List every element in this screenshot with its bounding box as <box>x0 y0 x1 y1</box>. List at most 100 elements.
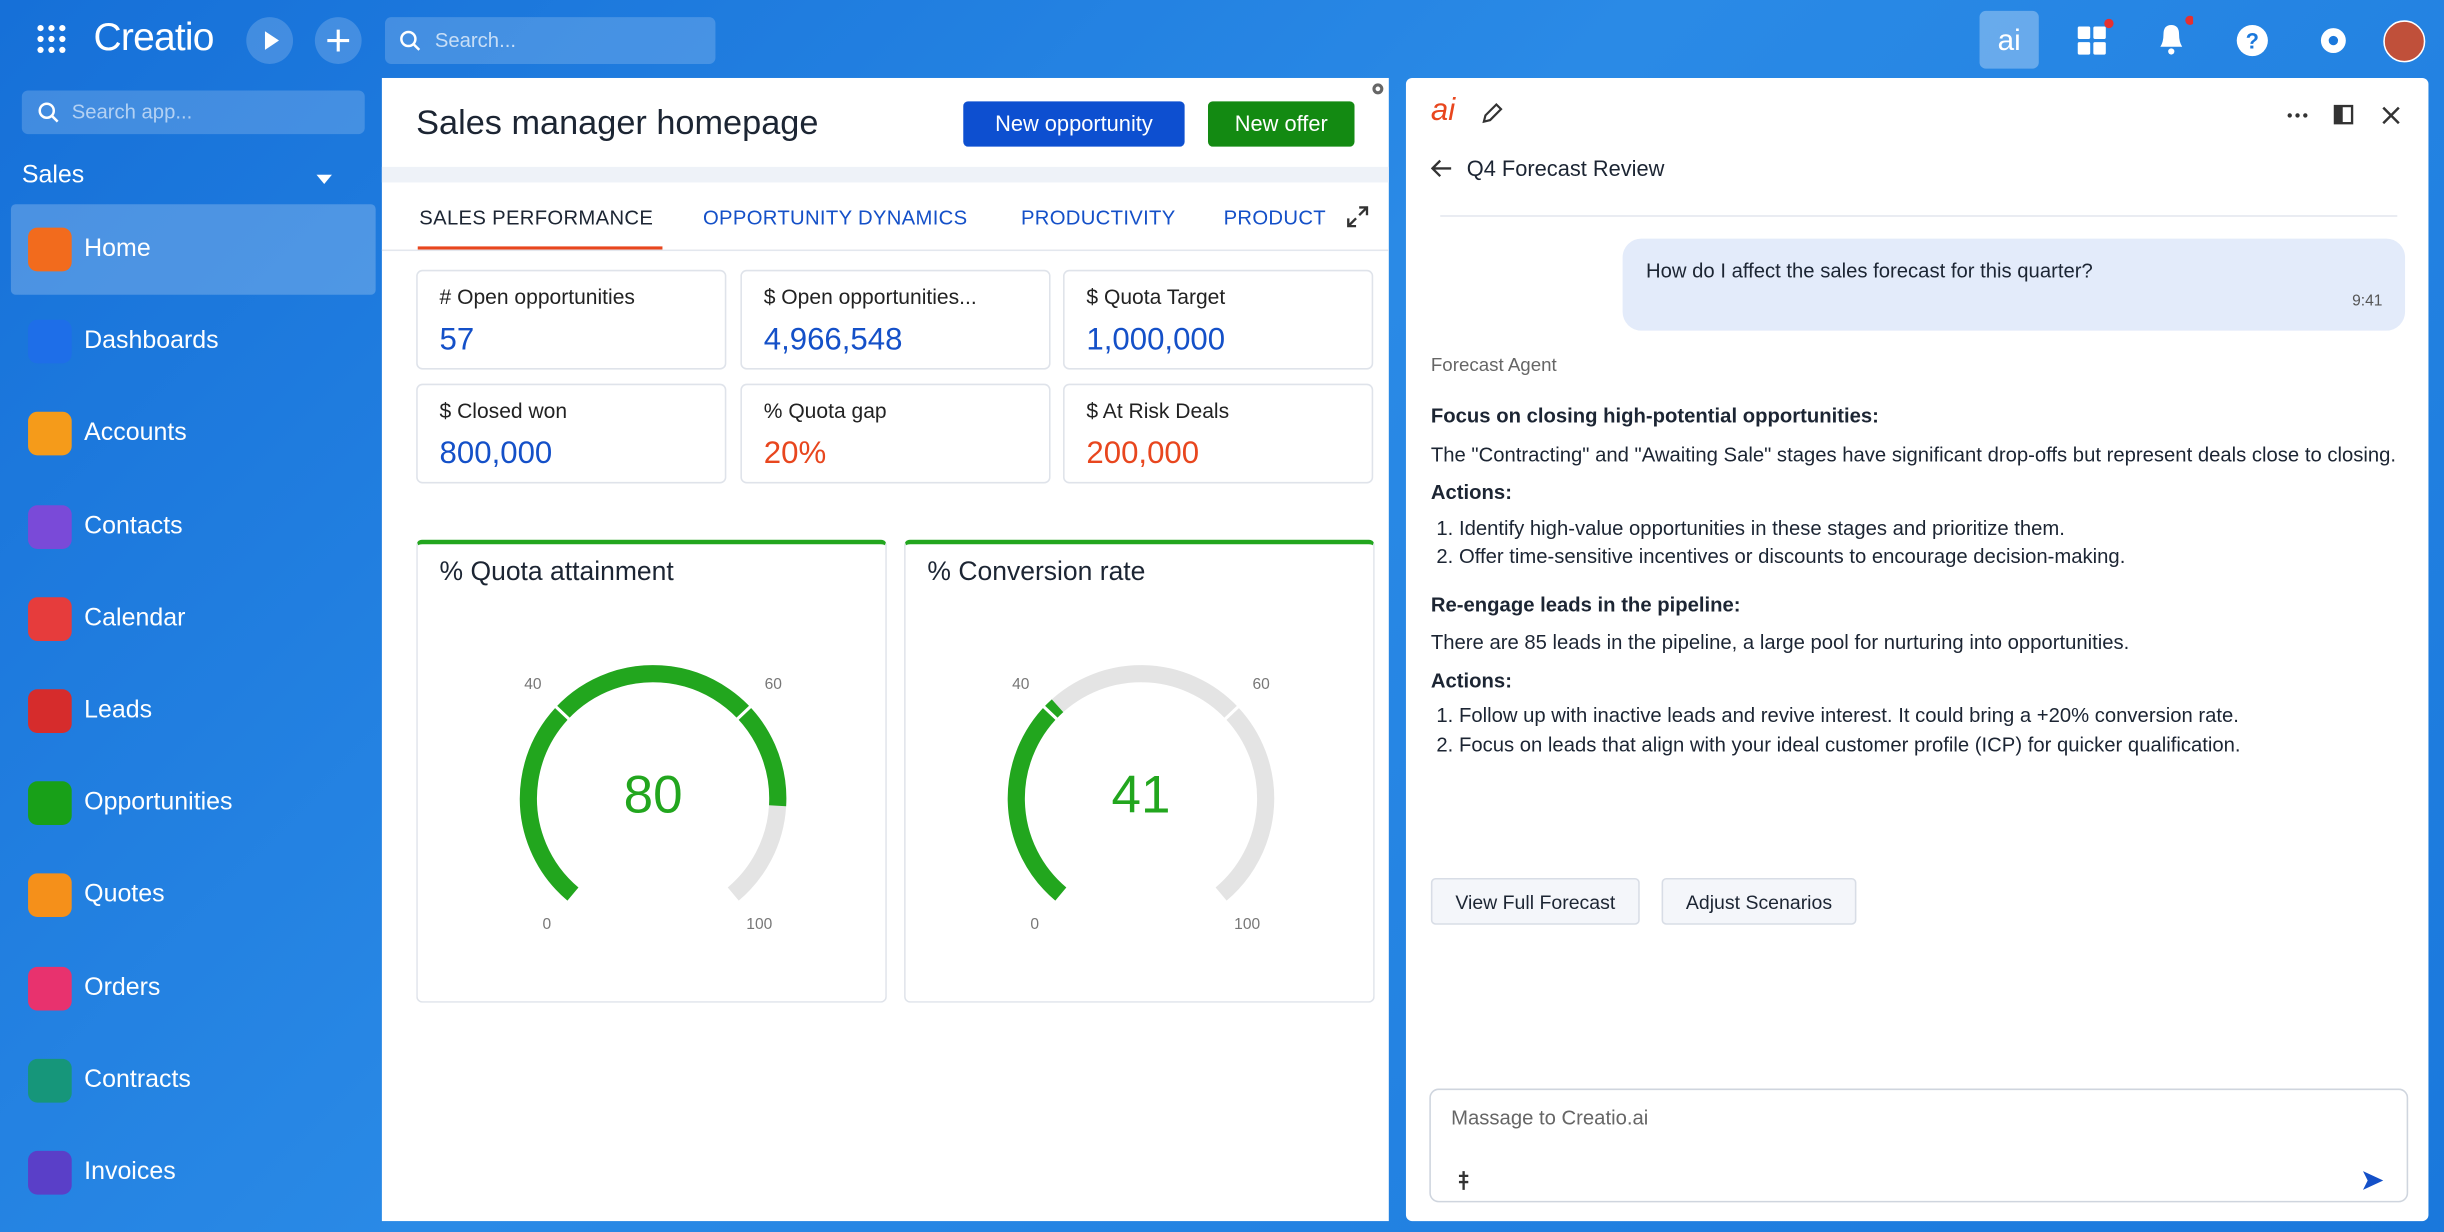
help-icon[interactable]: ? <box>2235 23 2269 57</box>
run-button[interactable] <box>246 17 294 64</box>
expand-icon[interactable] <box>1347 206 1369 228</box>
gauge: 0 40 60 100 80 <box>519 665 787 933</box>
global-search[interactable]: Search... <box>384 17 716 64</box>
metric-label: $ Open opportunities... <box>763 285 977 309</box>
nav-item[interactable]: Contracts <box>11 1035 376 1125</box>
action-item: Identify high-value opportunities in the… <box>1459 514 2397 543</box>
nav-label: Invoices <box>84 1158 176 1186</box>
nav-item[interactable]: Dashboards <box>11 297 376 387</box>
gauge-tick <box>1222 704 1241 722</box>
metric-label: $ Quota Target <box>1086 285 1226 309</box>
search-icon <box>38 102 59 123</box>
gauge-tick <box>553 704 572 722</box>
metric-card: $ At Risk Deals 200,000 <box>1063 383 1374 484</box>
input-placeholder: Massage to Creatio.ai <box>1451 1105 1649 1130</box>
nav-icon <box>28 1058 72 1103</box>
agent-answer: Focus on closing high-potential opportun… <box>1431 402 2397 759</box>
nav-icon <box>28 873 72 918</box>
dropdown-icon <box>316 174 333 185</box>
metric-label: $ At Risk Deals <box>1086 399 1230 423</box>
actions-list: Follow up with inactive leads and revive… <box>1431 702 2397 760</box>
nav-label: Contracts <box>84 1066 191 1093</box>
svg-text:ai: ai <box>1998 24 2021 57</box>
action-item: Follow up with inactive leads and revive… <box>1459 702 2397 731</box>
nav-label: Accounts <box>84 420 187 447</box>
nav-item[interactable]: Opportunities <box>11 758 376 848</box>
nav-icon <box>28 412 72 456</box>
nav-label: Opportunities <box>84 789 233 816</box>
actions-label: Actions: <box>1430 668 1512 692</box>
nav-item[interactable]: Invoices <box>11 1128 376 1218</box>
avatar[interactable] <box>2383 20 2426 63</box>
gauge-value-arc <box>1007 699 1067 901</box>
nav-item[interactable]: Accounts <box>11 389 376 479</box>
gauge-tick-label: 60 <box>1252 676 1270 693</box>
new-offer-button[interactable]: New offer <box>1207 101 1355 147</box>
nav-icon <box>28 1150 72 1195</box>
attach-icon[interactable] <box>1456 1170 1472 1192</box>
metric-value: 200,000 <box>1086 436 1200 471</box>
nav-icon <box>28 596 72 641</box>
tab-indicator <box>417 246 663 250</box>
nav-item[interactable]: Leads <box>11 666 376 756</box>
search-placeholder: Search... <box>434 28 516 52</box>
action-item: Focus on leads that align with your idea… <box>1459 731 2397 760</box>
view-forecast-button[interactable]: View Full Forecast <box>1430 877 1640 925</box>
answer-heading: Re-engage leads in the pipeline: <box>1430 591 1741 616</box>
tab-divider <box>381 249 1389 252</box>
user-message <box>1622 238 2406 331</box>
nav-icon <box>28 689 72 733</box>
action-item: Offer time-sensitive incentives or disco… <box>1459 543 2397 572</box>
nav-icon <box>28 319 72 364</box>
nav-icon <box>28 504 72 549</box>
gauge-tick-label: 0 <box>543 916 552 933</box>
nav-item[interactable]: Home <box>10 204 376 295</box>
workplace-name[interactable]: Sales <box>21 162 85 189</box>
message-input[interactable] <box>1429 1088 2409 1203</box>
back-icon[interactable] <box>1430 159 1453 178</box>
adjust-scenarios-button[interactable]: Adjust Scenarios <box>1661 877 1857 925</box>
new-opportunity-button[interactable]: New opportunity <box>963 101 1185 147</box>
gauge-value: 80 <box>624 765 683 824</box>
chat-divider <box>1440 215 2398 217</box>
nav-item[interactable]: Quotes <box>11 851 376 941</box>
metric-value: 1,000,000 <box>1086 322 1226 358</box>
message-time: 9:41 <box>2352 293 2383 311</box>
page-title: Sales manager homepage <box>416 102 819 142</box>
nav-item[interactable]: Calendar <box>11 574 376 664</box>
separator <box>381 166 1389 183</box>
tab[interactable]: PRODUCTI <box>1223 205 1327 230</box>
apps-icon[interactable] <box>2073 18 2114 60</box>
send-icon[interactable] <box>2361 1170 2384 1192</box>
app-launcher[interactable] <box>36 23 67 54</box>
ai-button[interactable]: ai <box>1979 10 2039 69</box>
tab[interactable]: SALES PERFORMANCE <box>419 205 654 230</box>
nav-label: Home <box>84 235 151 262</box>
metric-label: # Open opportunities <box>439 285 635 309</box>
gauge-tick-label: 100 <box>746 916 772 933</box>
add-button[interactable] <box>314 17 362 64</box>
nav-item[interactable]: Orders <box>11 943 376 1033</box>
gauge-tick-label: 40 <box>1012 676 1030 693</box>
svg-text:?: ? <box>2246 28 2259 53</box>
metric-card: # Open opportunities 57 <box>416 269 727 370</box>
nav-label: Orders <box>84 974 161 1001</box>
gauge-card: % Conversion rate 0 40 60 100 41 <box>904 539 1375 1003</box>
nav-label: Contacts <box>84 512 183 539</box>
metric-card: $ Quota Target 1,000,000 <box>1063 269 1374 370</box>
notifications-icon[interactable] <box>2153 15 2194 60</box>
edit-icon[interactable] <box>1481 102 1503 125</box>
tab[interactable]: OPPORTUNITY DYNAMICS <box>702 205 968 230</box>
gauge-tick-label: 40 <box>524 676 542 693</box>
metric-card: $ Open opportunities... 4,966,548 <box>740 269 1051 370</box>
tab[interactable]: PRODUCTIVITY <box>1020 205 1176 230</box>
metric-card: % Quota gap 20% <box>740 383 1051 484</box>
nav-item[interactable]: Contacts <box>11 481 376 571</box>
app-search-placeholder: Search app... <box>71 99 193 124</box>
settings-icon[interactable] <box>2316 23 2350 57</box>
answer-heading: Focus on closing high-potential opportun… <box>1430 403 1879 428</box>
panel-settings[interactable] <box>1370 81 1386 97</box>
metric-label: % Quota gap <box>763 399 887 423</box>
gauge-tick-label: 60 <box>765 676 783 693</box>
app-search[interactable]: Search app... <box>21 90 365 135</box>
